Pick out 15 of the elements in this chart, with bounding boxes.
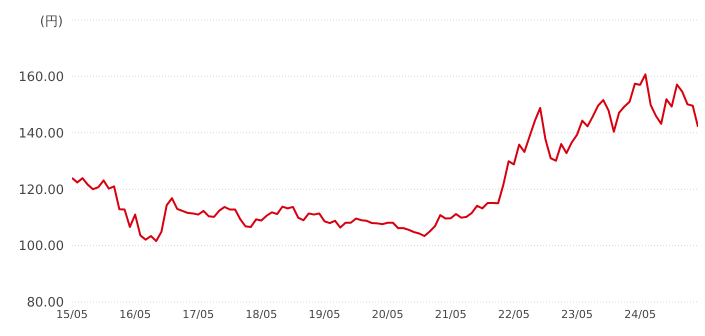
x-tick-label: 24/05 (624, 308, 656, 321)
x-tick-label: 17/05 (182, 308, 214, 321)
line-series (72, 73, 698, 242)
x-tick-label: 23/05 (561, 308, 593, 321)
y-tick-label: 120.00 (18, 182, 64, 198)
y-tick-label: 100.00 (18, 239, 64, 254)
x-tick-label: 22/05 (498, 308, 530, 321)
x-tick-label: 21/05 (434, 308, 467, 321)
y-tick-label: 140.00 (18, 126, 64, 142)
y-tick-label: 160.00 (18, 70, 64, 86)
x-tick-label: 18/05 (246, 308, 278, 321)
x-tick-label: 16/05 (119, 308, 151, 321)
x-tick-label: 20/05 (372, 308, 404, 321)
y-axis-title: (円) (40, 14, 63, 30)
x-tick-label: 19/05 (308, 308, 340, 321)
